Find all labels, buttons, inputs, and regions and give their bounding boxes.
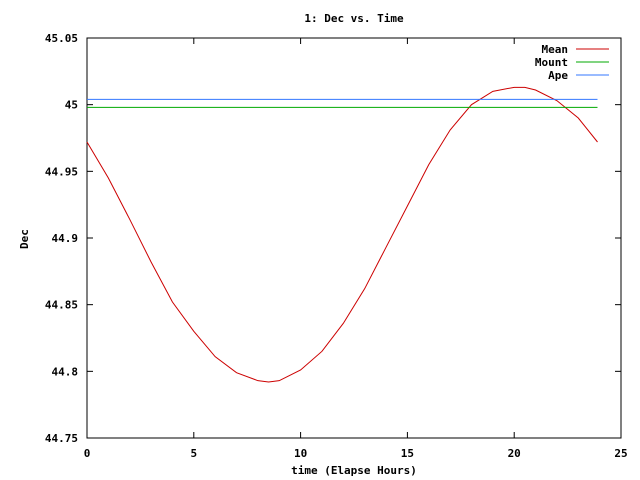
y-tick-label: 44.95 (45, 165, 78, 178)
y-tick-label: 44.9 (52, 232, 79, 245)
chart-title: 1: Dec vs. Time (304, 12, 404, 25)
x-tick-label: 15 (401, 447, 414, 460)
x-tick-label: 0 (84, 447, 91, 460)
y-tick-label: 44.85 (45, 299, 78, 312)
y-tick-label: 44.8 (52, 365, 79, 378)
y-axis-label: Dec (18, 229, 31, 249)
y-tick-label: 44.75 (45, 432, 78, 445)
series-lines (86, 86, 598, 383)
legend-label-ape: Ape (548, 69, 568, 82)
x-tick-label: 10 (294, 447, 307, 460)
plot-area-border (86, 37, 622, 439)
series-line-mean (86, 86, 598, 383)
x-axis-label: time (Elapse Hours) (291, 464, 417, 477)
x-tick-label: 20 (508, 447, 521, 460)
legend-label-mount: Mount (535, 56, 568, 69)
legend-label-mean: Mean (542, 43, 569, 56)
axis-ticks: 0 5 10 15 20 25 44.75 44.8 44.85 44.9 44.95 45 45.05 (45, 32, 628, 460)
y-tick-label: 45 (65, 99, 78, 112)
x-tick-label: 5 (190, 447, 197, 460)
x-tick-label: 25 (614, 447, 627, 460)
y-tick-label: 45.05 (45, 32, 78, 45)
